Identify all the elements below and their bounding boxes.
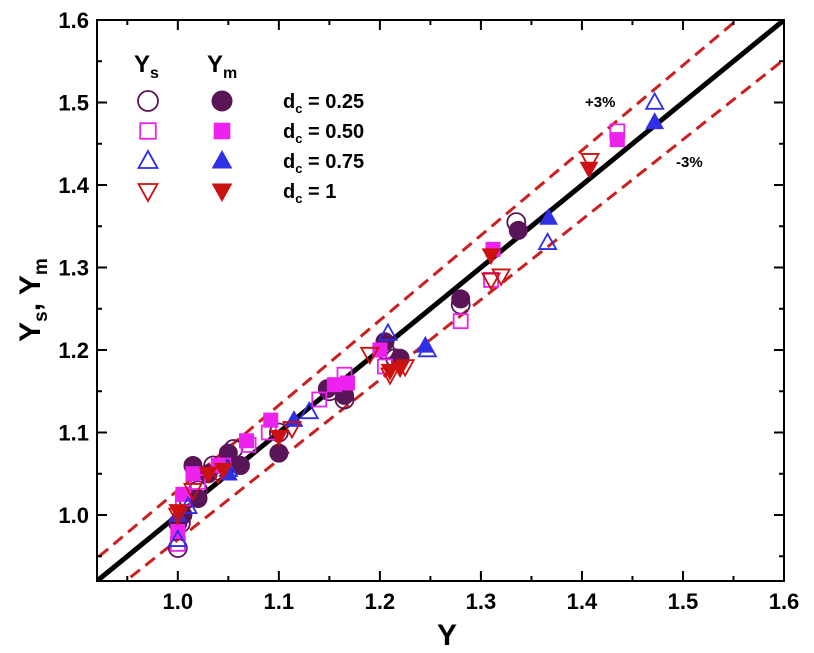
legend-symbol-ym-0 <box>211 90 233 112</box>
data-point-s7-7 <box>579 161 599 179</box>
y-axis-title: Ys, Ym <box>14 258 52 342</box>
annotation-plus3: +3% <box>585 94 615 111</box>
legend-label-dc025: dc = 0.25 <box>283 91 364 116</box>
data-point-s7-1 <box>198 466 218 484</box>
data-point-s7-3 <box>269 429 289 447</box>
legend-symbols <box>136 90 233 203</box>
x-tick-label: 1.0 <box>163 589 194 614</box>
legend: Ys Ym dc = 0.25 dc = 0.50 dc = 0.75 dc =… <box>134 51 364 206</box>
x-tick-label: 1.1 <box>264 589 295 614</box>
data-point-s3-2 <box>185 466 201 482</box>
x-tick-label: 1.4 <box>567 589 598 614</box>
legend-label-dc050: dc = 0.50 <box>283 121 364 146</box>
legend-label-dc075: dc = 0.75 <box>283 151 364 176</box>
data-point-s3-8 <box>372 342 388 358</box>
y-tick-label: 1.6 <box>58 8 89 33</box>
legend-symbol-ym-1 <box>213 122 231 140</box>
legend-symbol-ys-1 <box>139 122 157 140</box>
y-tick-label: 1.2 <box>58 338 89 363</box>
data-point-s7-4 <box>380 363 400 381</box>
data-point-s5-4 <box>539 207 559 225</box>
legend-symbol-ys-3 <box>136 183 160 203</box>
y-tick-label: 1.5 <box>58 91 89 116</box>
line-plus3 <box>97 20 740 561</box>
data-point-s4-7 <box>644 91 665 110</box>
legend-label-dc1: dc = 1 <box>283 181 336 206</box>
data-point-s1-12 <box>451 289 471 309</box>
data-markers <box>167 91 665 558</box>
data-point-s7-5 <box>390 361 410 379</box>
legend-header-ym: Ym <box>207 51 237 82</box>
data-point-s4-3 <box>299 401 320 420</box>
data-point-s4-6 <box>537 231 558 250</box>
legend-symbol-ym-2 <box>211 149 233 169</box>
data-point-s3-10 <box>609 132 625 148</box>
data-point-s6-4 <box>359 346 380 365</box>
x-tick-label: 1.6 <box>769 589 800 614</box>
y-axis-title-main-1: Y <box>14 322 47 342</box>
data-point-s3-4 <box>239 433 255 449</box>
y-axis-title-sep: , <box>14 295 47 311</box>
data-point-s2-9 <box>452 313 469 330</box>
x-tick-label: 1.5 <box>668 589 699 614</box>
x-tick-label: 1.3 <box>466 589 497 614</box>
data-point-s6-9 <box>579 153 601 172</box>
data-point-s7-2 <box>213 462 233 480</box>
y-tick-label: 1.3 <box>58 256 89 281</box>
x-axis-title: Y <box>437 619 457 652</box>
axis-ticks <box>97 19 785 581</box>
svg-text:Ys, Ym: Ys, Ym <box>14 258 52 342</box>
y-tick-label: 1.1 <box>58 421 89 446</box>
data-point-s6-8 <box>491 268 512 287</box>
data-point-s7-0 <box>168 504 188 521</box>
y-axis-title-main-2: Y <box>14 275 47 295</box>
data-point-s6-7 <box>480 272 502 291</box>
data-point-s4-4 <box>377 322 399 341</box>
y-axis-title-sub-1: s <box>31 311 52 322</box>
data-point-s3-6 <box>326 377 342 393</box>
data-point-s3-7 <box>340 375 356 391</box>
data-point-s5-5 <box>645 112 665 130</box>
x-tick-label: 1.2 <box>365 589 396 614</box>
data-point-s6-3 <box>281 421 303 440</box>
legend-header-ys: Ys <box>134 51 159 82</box>
y-axis-title-sub-2: m <box>31 258 52 275</box>
data-point-s7-6 <box>481 248 501 266</box>
data-point-s5-3 <box>415 335 435 353</box>
legend-symbol-ys-2 <box>136 149 160 169</box>
data-point-s1-13 <box>508 220 528 240</box>
y-tick-label: 1.4 <box>58 173 89 198</box>
tick-labels: 1.0 1.1 1.2 1.3 1.4 1.5 1.6 1.0 1.1 1.2 1.3 1.4 1.5 1… <box>58 8 799 614</box>
data-point-s2-6 <box>311 391 328 408</box>
annotation-minus3: -3% <box>676 154 703 171</box>
data-point-s6-1 <box>182 483 204 502</box>
legend-symbol-ym-3 <box>211 183 233 203</box>
data-point-s4-0 <box>167 528 188 547</box>
data-point-s1-7 <box>269 443 289 463</box>
legend-symbol-ys-0 <box>137 90 159 112</box>
data-point-s3-5 <box>263 412 279 428</box>
plot-frame <box>96 19 785 582</box>
y-tick-label: 1.0 <box>58 503 89 528</box>
